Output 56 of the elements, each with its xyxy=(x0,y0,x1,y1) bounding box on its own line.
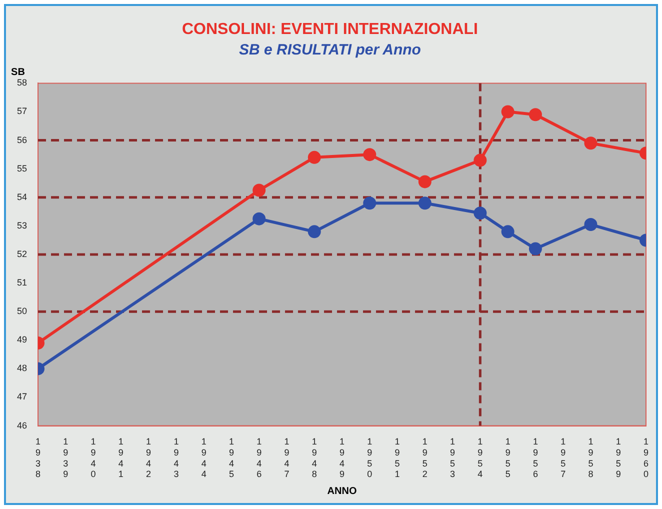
x-tick-label: 1 9 3 9 xyxy=(63,436,68,480)
x-tick-label: 1 9 5 7 xyxy=(560,436,566,480)
point xyxy=(501,105,514,118)
x-tick-label: 1 9 5 6 xyxy=(532,436,538,480)
y-tick-label: 51 xyxy=(16,278,28,288)
point xyxy=(501,225,514,238)
y-tick-label: 47 xyxy=(16,392,28,402)
y-tick-label: 53 xyxy=(16,220,28,230)
x-tick-label: 1 9 4 1 xyxy=(118,436,124,480)
x-tick-label: 1 9 4 3 xyxy=(174,436,179,480)
point xyxy=(474,206,487,220)
x-tick-label: 1 9 4 2 xyxy=(146,436,152,480)
x-tick-label: 1 9 5 4 xyxy=(478,436,483,480)
chart-title: CONSOLINI: EVENTI INTERNAZIONALI xyxy=(182,21,478,38)
point xyxy=(418,196,432,210)
x-tick-label: 1 9 6 0 xyxy=(643,436,649,480)
y-tick-label: 46 xyxy=(16,420,28,430)
x-tick-label: 1 9 4 4 xyxy=(201,436,206,480)
x-tick-label: 1 9 4 0 xyxy=(90,436,96,480)
point xyxy=(252,184,266,197)
point xyxy=(363,196,376,210)
point xyxy=(584,218,598,232)
x-tick-label: 1 9 3 8 xyxy=(36,436,41,480)
y-tick-label: 58 xyxy=(16,78,28,88)
x-tick-label: 1 9 4 5 xyxy=(228,436,234,480)
point xyxy=(474,154,487,167)
y-tick-label: 57 xyxy=(16,106,28,116)
x-tick-label: 1 9 5 2 xyxy=(422,436,428,480)
point xyxy=(252,212,266,226)
x-tick-label: 1 9 5 0 xyxy=(367,436,372,480)
x-tick-label: 1 9 4 7 xyxy=(284,436,290,480)
x-tick-label: 1 9 5 3 xyxy=(450,436,456,480)
point xyxy=(584,136,598,150)
y-tick-label: 54 xyxy=(16,192,28,202)
y-tick-label: 55 xyxy=(16,163,28,174)
y-tick-label: 50 xyxy=(16,306,28,316)
point xyxy=(363,148,376,162)
chart-subtitle: SB e RISULTATI per Anno xyxy=(239,41,421,58)
x-tick-label: 1 9 5 1 xyxy=(394,436,400,480)
x-tick-label: 1 9 5 5 xyxy=(505,436,510,480)
x-tick-label: 1 9 5 8 xyxy=(588,436,594,480)
x-tick-label: 1 9 4 9 xyxy=(340,436,345,480)
point xyxy=(308,225,321,238)
y-tick-label: 52 xyxy=(16,248,28,259)
point xyxy=(418,175,432,188)
y-tick-label: 49 xyxy=(16,334,28,345)
x-tick-label: 1 9 4 6 xyxy=(256,436,262,480)
x-tick-label: 1 9 5 9 xyxy=(616,436,621,480)
x-axis-title: ANNO xyxy=(327,486,357,497)
y-axis-title: SB xyxy=(11,67,25,78)
y-tick-label: 56 xyxy=(16,134,28,145)
y-tick-label: 48 xyxy=(16,363,28,374)
point xyxy=(528,242,542,256)
point xyxy=(308,150,321,164)
point xyxy=(528,108,542,122)
x-tick-label: 1 9 4 8 xyxy=(312,436,317,480)
